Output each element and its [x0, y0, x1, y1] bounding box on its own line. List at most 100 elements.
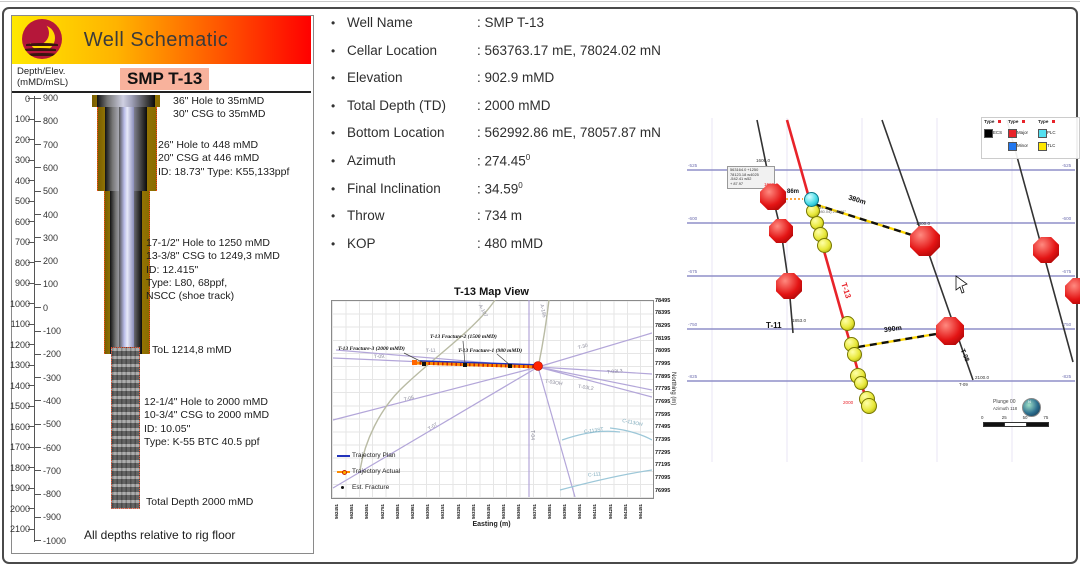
- xs-legend-header-marker: [1052, 120, 1055, 123]
- degree-superscript: 0: [525, 153, 531, 162]
- well-info-bullet: •: [331, 209, 336, 224]
- major-fracture-marker: [760, 184, 786, 210]
- slide-top-hairline: [0, 1, 1080, 2]
- fracture1-label: T-13 Fracture-1 (980 mMD): [458, 348, 523, 354]
- well-info-value: : 734 m: [477, 208, 523, 224]
- trajectory-actual-line: [414, 361, 539, 369]
- sl-tick-label: 400: [43, 209, 59, 220]
- field-line-south: [537, 366, 576, 497]
- well-info-label: Well Name: [347, 15, 413, 30]
- slotted-liner: [111, 347, 140, 509]
- t11-1600-depth-label: 1600.0: [756, 158, 771, 163]
- md-tick-mark: [28, 262, 34, 263]
- field-label-c111: C-111: [587, 471, 602, 479]
- sl-tick-label: -300: [43, 372, 62, 383]
- sl-tick-mark: [35, 120, 41, 122]
- md-tick-label: 1000: [9, 298, 30, 309]
- logo-sun-mask: [25, 21, 49, 45]
- annotation-intermediate2-casing: 17-1/2" Hole to 1250 mMD 13-3/8" CSG to …: [146, 237, 280, 303]
- map-xtick-label: 563151: [440, 503, 446, 519]
- well-name-title: SMP T-13: [120, 68, 210, 90]
- xs-legend-header: Type: [1038, 119, 1049, 124]
- well-info-label: Final Inclination: [347, 180, 441, 196]
- sl-tick-label: 800: [43, 116, 59, 127]
- t13-2000-depth-label: 2000: [843, 400, 854, 405]
- md-tick-label: 400: [14, 175, 30, 186]
- map-ytick-label: 78095: [655, 348, 671, 355]
- md-tick-label: 1400: [9, 380, 30, 391]
- sl-tick-mark: [35, 540, 41, 542]
- major-fracture-marker: [776, 273, 802, 299]
- md-tick-mark: [28, 446, 34, 448]
- field-line-c113oh: [609, 427, 652, 441]
- well-info-label: Total Depth (TD): [347, 97, 447, 113]
- map-xtick-label: 562851: [394, 503, 400, 519]
- sl-tick-label: 200: [43, 256, 59, 267]
- md-tick-label: 900: [14, 278, 30, 288]
- map-ytick-label: 77695: [655, 398, 671, 405]
- sl-tick-label: 0: [43, 302, 49, 313]
- fracture3-label: T-13 Fracture-3 (2000 mMD): [338, 346, 405, 352]
- md-tick-label: 1100: [10, 319, 30, 329]
- md-tick-label: 1900: [9, 483, 30, 493]
- md-tick-mark: [28, 487, 34, 489]
- schematic-title: Well Schematic: [83, 29, 229, 51]
- sl-tick-label: -400: [43, 395, 62, 406]
- conductor-casing-steel: [97, 95, 155, 107]
- degree-superscript: 0: [518, 180, 523, 190]
- well-info-value: : 2000 mMD: [477, 97, 551, 113]
- field-label-t04: T-04: [529, 429, 536, 441]
- map-xtick-label: 563751: [531, 503, 537, 519]
- map-xtick-label: 562951: [410, 503, 415, 519]
- map-view-title: T-13 Map View: [454, 286, 529, 298]
- xs-legend-header-marker: [998, 120, 1001, 123]
- sl-tick-mark: [35, 237, 41, 239]
- well-info-value: : 34.590: [477, 180, 523, 197]
- md-tick-mark: [28, 118, 34, 120]
- sl-tick-label: -100: [43, 326, 62, 336]
- xs-elevation-label-left: -825: [688, 374, 698, 379]
- map-ytick-label: 77495: [655, 424, 671, 431]
- xs-elevation-label-right: -675: [1062, 269, 1072, 274]
- legend-plan-swatch: [337, 454, 350, 457]
- well-info-label: Throw: [347, 208, 385, 224]
- annotation-intermediate1-casing: 26" Hole to 448 mMD 20" CSG at 446 mMD I…: [158, 139, 290, 178]
- md-tick-mark: [28, 385, 34, 386]
- map-legend-label: Trajectory Actual: [352, 468, 401, 475]
- depth-elev-axis-header: Depth/Elev. (mMD/mSL): [17, 66, 69, 89]
- md-tick-label: 600: [14, 216, 30, 227]
- plc-marker-note: 984.7 (980.04) 230.98°: [817, 205, 847, 215]
- well-info-bullet: •: [331, 154, 336, 168]
- sl-tick-mark: [35, 260, 41, 262]
- field-line-t07: [332, 366, 539, 489]
- well-info-bullet: •: [331, 98, 336, 113]
- map-ytick-label: 78195: [655, 335, 671, 342]
- map-xtick-label: 562651: [364, 503, 370, 519]
- xs-elevation-label-right: -750: [1062, 322, 1072, 327]
- well-info-value: : 274.450: [477, 153, 531, 169]
- map-view-lines-layer: [332, 300, 652, 497]
- sl-tick-label: -200: [43, 349, 62, 360]
- xs-scalebar-label: 0: [981, 415, 984, 420]
- field-line-t05: [332, 366, 539, 421]
- fracture1-leader-line: [496, 353, 511, 366]
- field-line-t03oh: [537, 366, 652, 391]
- well-info-label: Elevation: [347, 70, 403, 86]
- sl-tick-mark: [35, 283, 41, 285]
- fracture3-leader-line: [403, 352, 425, 364]
- md-tick-mark: [28, 303, 34, 304]
- fracture1-marker: [508, 364, 512, 368]
- map-xtick-label: 564151: [592, 503, 598, 519]
- md-tick-label: 0: [4, 94, 30, 104]
- well-info-label: Azimuth: [347, 153, 396, 168]
- md-tick-label: 200: [14, 134, 30, 145]
- trajectory-toe-marker: [412, 360, 417, 365]
- map-view-plot-area: [331, 300, 654, 499]
- map-xtick-label: 563951: [562, 503, 567, 519]
- t11-td-depth-label: 1853.0: [792, 318, 807, 323]
- well-info-value: : 902.9 mMD: [477, 70, 555, 86]
- sl-tick-mark: [35, 423, 41, 425]
- map-ytick-label: 77995: [655, 360, 671, 367]
- tlc-yellow-sphere: [861, 398, 877, 414]
